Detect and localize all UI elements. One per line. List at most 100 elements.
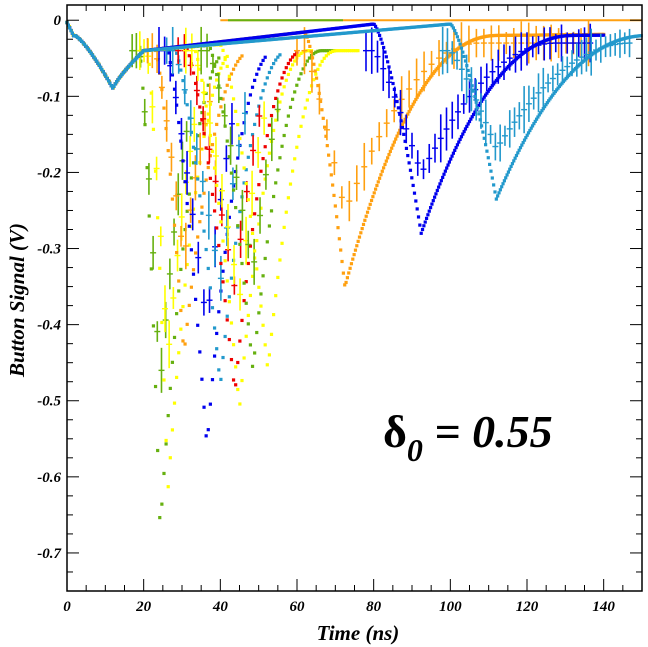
data-point bbox=[318, 49, 322, 53]
data-point bbox=[282, 70, 286, 75]
data-point bbox=[534, 117, 539, 121]
data-point bbox=[191, 268, 196, 272]
data-point bbox=[261, 157, 265, 161]
data-point bbox=[462, 129, 466, 134]
data-point bbox=[267, 224, 271, 228]
data-point bbox=[217, 310, 221, 314]
data-point bbox=[263, 82, 267, 86]
data-point bbox=[500, 185, 504, 189]
data-point bbox=[253, 249, 257, 253]
data-point bbox=[312, 62, 316, 66]
data-point bbox=[255, 239, 259, 243]
data-point bbox=[505, 173, 509, 177]
data-point bbox=[517, 148, 521, 152]
data-point bbox=[506, 170, 511, 174]
data-point bbox=[179, 327, 183, 331]
data-point bbox=[408, 168, 413, 172]
y-tick-label: -0.7 bbox=[37, 546, 61, 562]
data-point bbox=[486, 89, 490, 93]
data-point bbox=[471, 89, 476, 93]
data-point bbox=[208, 286, 212, 290]
data-point bbox=[400, 125, 405, 130]
data-point bbox=[257, 183, 261, 187]
data-point bbox=[316, 49, 320, 53]
data-point bbox=[221, 239, 225, 243]
data-point bbox=[253, 212, 257, 216]
data-point bbox=[290, 169, 295, 173]
data-point bbox=[215, 78, 219, 82]
data-point bbox=[109, 84, 113, 88]
data-point bbox=[293, 90, 297, 94]
data-point bbox=[463, 127, 468, 131]
data-point bbox=[221, 97, 225, 101]
data-point bbox=[263, 145, 267, 149]
data-point bbox=[234, 383, 238, 387]
data-point bbox=[259, 62, 263, 66]
data-point bbox=[541, 107, 545, 111]
data-point bbox=[191, 161, 196, 165]
data-point bbox=[261, 58, 265, 63]
data-point bbox=[360, 226, 364, 231]
data-point bbox=[280, 92, 284, 96]
data-point bbox=[244, 168, 248, 172]
data-point bbox=[442, 172, 446, 176]
data-point bbox=[175, 312, 179, 316]
data-point bbox=[236, 387, 240, 392]
data-point bbox=[274, 294, 278, 298]
data-point bbox=[175, 250, 179, 255]
data-point bbox=[172, 335, 177, 340]
data-point bbox=[422, 224, 426, 228]
data-point bbox=[430, 202, 434, 206]
data-point bbox=[217, 113, 221, 117]
data-point bbox=[187, 303, 191, 308]
y-axis-title: Button Signal (V) bbox=[5, 223, 29, 378]
data-point bbox=[282, 85, 286, 89]
data-point bbox=[356, 49, 360, 53]
data-point bbox=[328, 49, 333, 53]
data-point bbox=[219, 261, 223, 266]
data-point bbox=[269, 209, 274, 213]
data-point bbox=[185, 103, 189, 107]
data-point bbox=[181, 339, 185, 343]
data-point bbox=[170, 428, 175, 432]
data-point bbox=[324, 49, 328, 53]
data-point bbox=[236, 123, 240, 127]
data-point bbox=[336, 226, 340, 230]
data-point bbox=[416, 215, 421, 219]
data-point bbox=[290, 97, 295, 101]
data-point bbox=[321, 116, 325, 120]
data-point bbox=[97, 63, 101, 67]
data-point bbox=[481, 130, 485, 134]
data-point bbox=[307, 90, 312, 95]
data-point bbox=[453, 28, 457, 33]
data-point bbox=[177, 351, 181, 355]
data-point bbox=[333, 204, 337, 208]
data-point bbox=[451, 26, 455, 30]
data-point bbox=[320, 49, 324, 53]
data-point bbox=[240, 378, 244, 383]
data-point bbox=[467, 73, 472, 78]
data-point bbox=[418, 223, 422, 227]
data-point bbox=[280, 144, 284, 148]
data-point bbox=[198, 220, 202, 224]
data-point bbox=[373, 24, 378, 28]
data-point bbox=[191, 272, 196, 276]
data-point bbox=[297, 134, 301, 139]
data-point bbox=[349, 262, 354, 266]
data-point bbox=[108, 81, 112, 85]
data-point bbox=[307, 49, 312, 53]
data-point bbox=[512, 159, 516, 163]
data-point bbox=[526, 131, 531, 135]
data-point bbox=[404, 146, 409, 150]
data-point bbox=[198, 350, 202, 354]
data-point bbox=[293, 59, 297, 63]
data-point bbox=[179, 267, 183, 272]
data-point bbox=[160, 502, 164, 506]
data-point bbox=[183, 342, 187, 346]
data-point bbox=[255, 267, 259, 271]
data-point bbox=[70, 31, 74, 35]
data-point bbox=[164, 442, 168, 446]
data-point bbox=[322, 56, 326, 60]
data-point bbox=[528, 128, 532, 133]
y-tick-label: -0.6 bbox=[37, 470, 61, 486]
